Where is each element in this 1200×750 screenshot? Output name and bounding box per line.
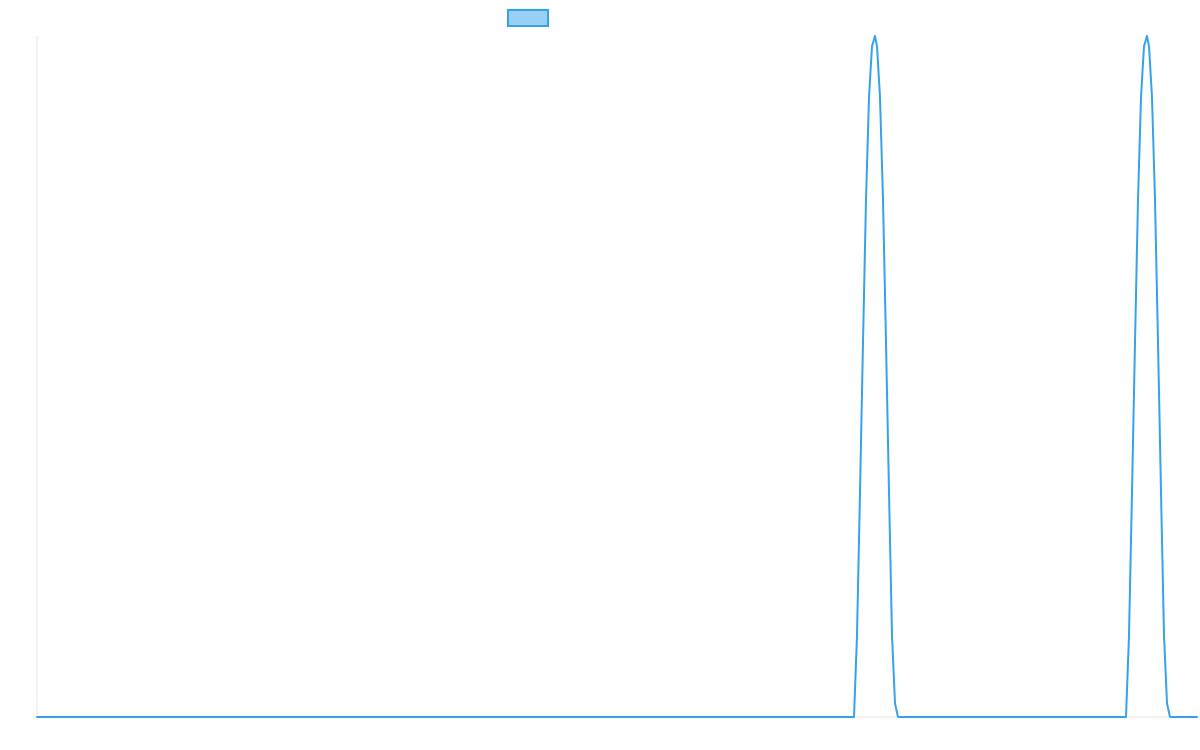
legend[interactable] [507,9,549,27]
plot-area [36,35,1198,718]
series-line-0 [36,35,1198,718]
legend-swatch[interactable] [507,9,549,27]
